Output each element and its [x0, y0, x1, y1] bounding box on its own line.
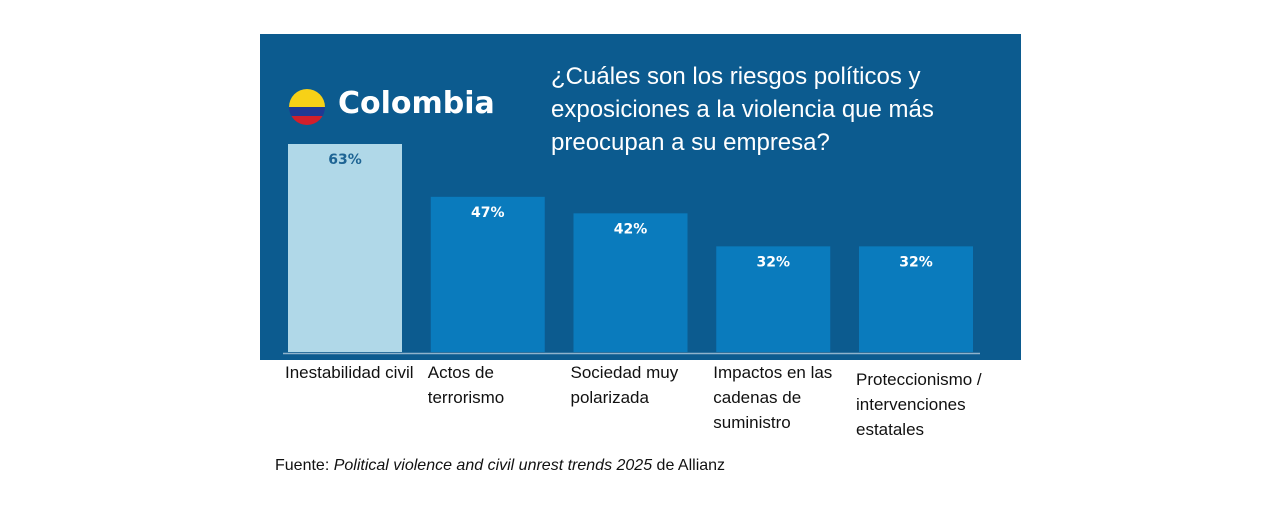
- bar: [716, 246, 831, 352]
- category-label: Impactos en las cadenas de suministro: [713, 363, 833, 432]
- data-label: 47%: [471, 205, 505, 221]
- data-label: 42%: [614, 221, 648, 237]
- category-label: Sociedad muy polarizada: [570, 363, 679, 407]
- category-label: Actos de terrorismo: [427, 363, 505, 407]
- source-title: Political violence and civil unrest tren…: [333, 457, 653, 474]
- bar: [288, 144, 402, 352]
- country-title: Colombia: [338, 86, 495, 121]
- bar: [573, 213, 688, 352]
- source-prefix: Fuente:: [275, 457, 334, 474]
- data-label: 32%: [756, 254, 790, 270]
- source-note: Fuente: Political violence and civil unr…: [275, 457, 725, 475]
- data-label: 63%: [328, 152, 362, 168]
- source-suffix: de Allianz: [652, 457, 726, 474]
- category-label: Proteccionismo / intervenciones estatale…: [856, 370, 982, 439]
- bar: [430, 196, 545, 352]
- colombia-flag-icon: [289, 89, 325, 125]
- bar: [859, 246, 973, 352]
- chart-title: ¿Cuáles son los riesgos políticos y expo…: [551, 63, 934, 156]
- data-label: 32%: [899, 254, 933, 270]
- category-label: Inestabilidad civil: [285, 363, 414, 382]
